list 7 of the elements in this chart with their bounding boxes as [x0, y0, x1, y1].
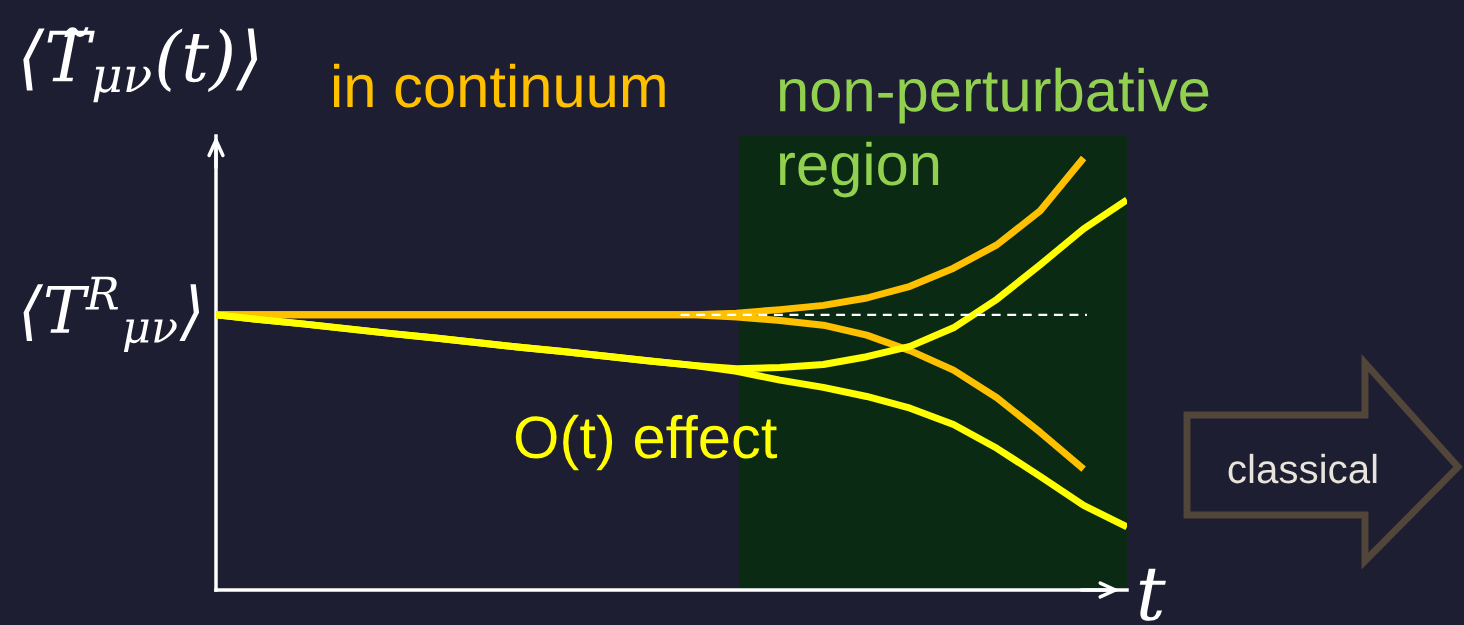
- x-axis-title: t: [1139, 568, 1166, 621]
- ref-line-label: ⟨T$^{R}$$_{μν}$⟩: [23, 276, 200, 352]
- annotation: non-perturbative region: [779, 67, 1209, 198]
- y-axis-title: ⟨T̃$_{μν}$(t)⟩: [23, 27, 258, 103]
- series-label: O(t) effect: [515, 414, 777, 471]
- text: in continuum: [333, 63, 665, 108]
- text: classical: [1228, 453, 1377, 484]
